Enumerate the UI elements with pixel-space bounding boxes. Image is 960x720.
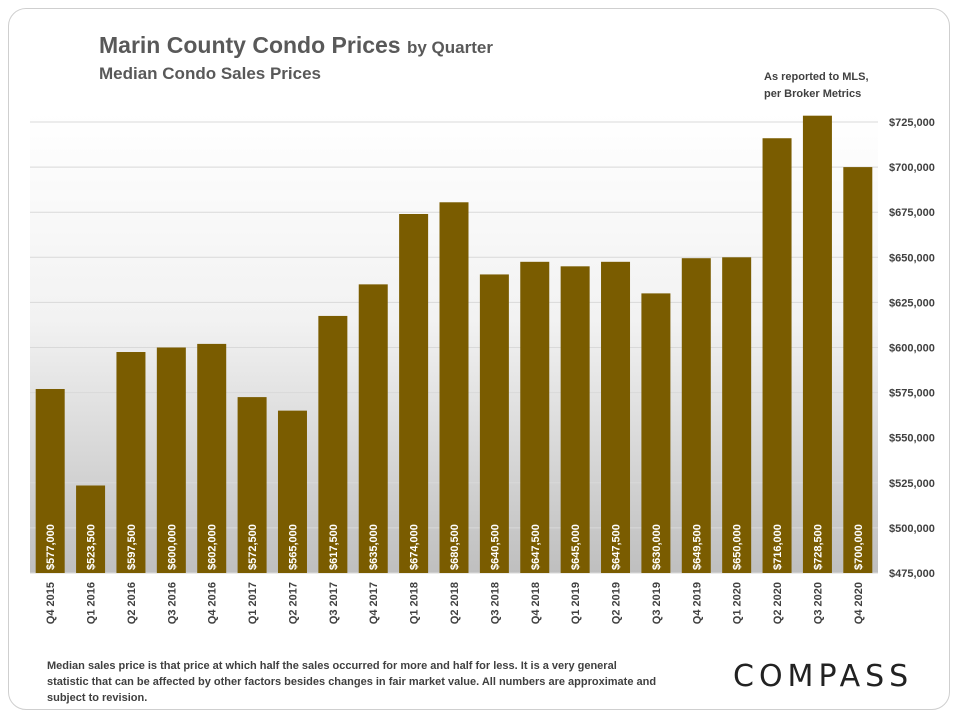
x-tick-label: Q3 2016	[166, 582, 178, 624]
y-tick-label: $675,000	[889, 207, 935, 219]
bar	[681, 258, 711, 573]
bar-data-label: $650,000	[732, 524, 744, 570]
x-tick-label: Q3 2017	[328, 582, 340, 624]
bar-data-label: $602,000	[207, 524, 219, 570]
bar-data-label: $577,000	[45, 524, 57, 570]
bar	[76, 485, 106, 573]
y-tick-label: $575,000	[889, 388, 935, 400]
x-tick-label: Q2 2019	[611, 582, 623, 624]
bar	[318, 315, 348, 573]
source-note-line-2: per Broker Metrics	[764, 88, 862, 100]
x-tick-label: Q3 2020	[812, 582, 824, 624]
x-tick-label: Q2 2016	[126, 582, 138, 624]
compass-logo: COMPASS	[733, 659, 914, 694]
bar-data-label: $617,500	[328, 524, 340, 570]
x-tick-label: Q2 2018	[449, 582, 461, 624]
source-note-line-1: As reported to MLS,	[764, 71, 869, 83]
x-tick-label: Q4 2018	[530, 582, 542, 624]
bar	[641, 293, 671, 573]
x-tick-label: Q3 2018	[489, 582, 501, 624]
bar-data-label: $728,500	[812, 524, 824, 570]
y-tick-label: $700,000	[889, 162, 935, 174]
y-tick-label: $650,000	[889, 252, 935, 264]
bar-data-label: $565,000	[287, 524, 299, 570]
bar	[560, 266, 590, 573]
x-tick-label: Q1 2018	[409, 582, 421, 624]
bar	[358, 284, 388, 573]
bar	[601, 261, 631, 573]
bar-data-label: $523,500	[86, 524, 98, 570]
y-tick-label: $525,000	[889, 478, 935, 490]
bar-data-label: $600,000	[166, 524, 178, 570]
x-tick-label: Q3 2019	[651, 582, 663, 624]
bar	[439, 202, 469, 573]
bar	[156, 347, 186, 573]
x-tick-label: Q4 2019	[691, 582, 703, 624]
bar	[237, 397, 267, 573]
x-tick-label: Q4 2016	[207, 582, 219, 624]
bar	[399, 214, 429, 573]
bar-data-label: $572,500	[247, 524, 259, 570]
bar-data-label: $635,000	[368, 524, 380, 570]
y-tick-label: $600,000	[889, 343, 935, 355]
bar	[277, 410, 307, 573]
y-tick-label: $475,000	[889, 568, 935, 580]
x-tick-label: Q1 2016	[86, 582, 98, 624]
bar	[802, 115, 832, 573]
bar-data-label: $674,000	[409, 524, 421, 570]
x-tick-label: Q2 2020	[772, 582, 784, 624]
bar	[762, 138, 792, 573]
bar-data-label: $640,500	[489, 524, 501, 570]
bar-data-label: $630,000	[651, 524, 663, 570]
chart-subtitle: Median Condo Sales Prices	[99, 64, 322, 83]
bar	[479, 274, 509, 573]
y-tick-label: $725,000	[889, 117, 935, 129]
footnote: Median sales price is that price at whic…	[47, 660, 657, 704]
x-tick-label: Q2 2017	[287, 582, 299, 624]
chart-title-main: Marin County Condo Prices	[99, 32, 401, 58]
x-tick-label: Q4 2017	[368, 582, 380, 624]
bar-data-label: $649,500	[691, 524, 703, 570]
chart-title: Marin County Condo Prices by Quarter	[99, 32, 493, 59]
bar-data-label: $597,500	[126, 524, 138, 570]
bar-data-label: $645,000	[570, 524, 582, 570]
x-tick-label: Q1 2020	[732, 582, 744, 624]
chart-title-suffix: by Quarter	[406, 38, 493, 57]
y-tick-label: $500,000	[889, 523, 935, 535]
bar	[722, 257, 752, 573]
y-tick-label: $550,000	[889, 433, 935, 445]
bar-data-label: $647,500	[530, 524, 542, 570]
bar	[520, 261, 550, 573]
x-tick-label: Q4 2020	[853, 582, 865, 624]
bar-data-label: $700,000	[853, 524, 865, 570]
bar	[843, 167, 873, 573]
bar	[116, 352, 146, 573]
x-tick-label: Q1 2019	[570, 582, 582, 624]
y-tick-label: $625,000	[889, 297, 935, 309]
x-tick-label: Q1 2017	[247, 582, 259, 624]
bar	[197, 343, 227, 573]
bar	[35, 388, 65, 573]
x-tick-label: Q4 2015	[45, 582, 57, 624]
bar-data-label: $716,000	[772, 524, 784, 570]
bar-data-label: $680,500	[449, 524, 461, 570]
source-note: As reported to MLS, per Broker Metrics	[764, 69, 888, 103]
bar-data-label: $647,500	[611, 524, 623, 570]
